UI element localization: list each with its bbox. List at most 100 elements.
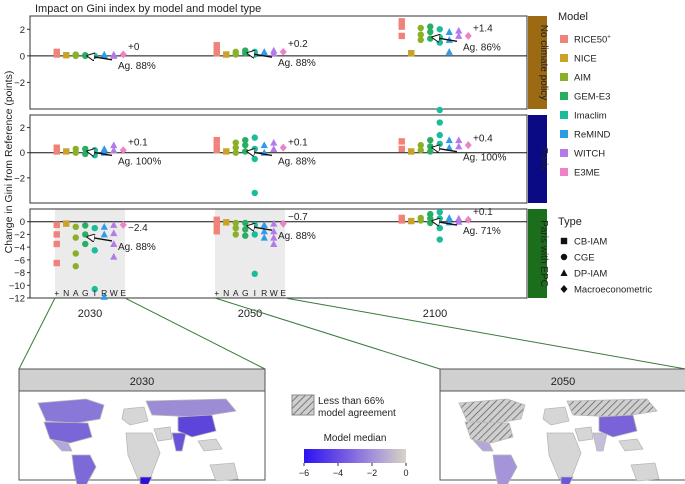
x-tick-label: 2100 bbox=[423, 308, 447, 320]
data-point bbox=[242, 50, 249, 57]
colorbar-tick-label: −4 bbox=[333, 468, 343, 478]
data-point bbox=[427, 23, 434, 30]
data-point bbox=[53, 231, 60, 238]
data-point bbox=[119, 220, 127, 229]
data-point bbox=[398, 138, 405, 145]
data-point bbox=[270, 240, 278, 247]
data-point bbox=[270, 138, 278, 146]
data-point bbox=[110, 252, 118, 260]
legend-swatch bbox=[560, 149, 568, 157]
data-point bbox=[408, 148, 415, 155]
data-point bbox=[417, 147, 424, 154]
data-point bbox=[251, 155, 258, 163]
data-point bbox=[445, 136, 453, 144]
map-region-canada bbox=[458, 398, 526, 424]
panel-0: −2 0 2 No climate policy +0 Ag. 88% +0.2 Ag. 88… bbox=[14, 15, 549, 110]
data-point bbox=[279, 219, 287, 228]
colorbar-title: Model median bbox=[324, 433, 387, 444]
data-point bbox=[72, 234, 79, 241]
y-axis-label: Change in Gini from Reference (points) bbox=[3, 71, 15, 254]
data-point bbox=[436, 106, 443, 114]
data-point bbox=[223, 51, 230, 58]
legend-swatch bbox=[560, 111, 568, 119]
data-point bbox=[72, 223, 79, 230]
legend-type-label: Macroeconometric bbox=[574, 285, 652, 296]
data-point bbox=[119, 50, 127, 59]
map-region-south-africa bbox=[139, 476, 153, 484]
median-label: +1.4 bbox=[473, 23, 493, 34]
agreement-label: Ag. 88% bbox=[118, 61, 156, 72]
model-letter: G bbox=[242, 288, 249, 298]
data-point bbox=[270, 49, 278, 57]
y-tick-label: −8 bbox=[14, 268, 25, 279]
map-2050: 2050 bbox=[439, 368, 685, 484]
data-point bbox=[242, 232, 249, 239]
legend-type-label: DP-IAM bbox=[574, 269, 607, 280]
data-point bbox=[251, 189, 258, 197]
colorbar-tick-label: −6 bbox=[299, 468, 309, 478]
model-letter: N bbox=[63, 288, 69, 298]
y-tick-label: −10 bbox=[9, 281, 25, 292]
model-letter: W bbox=[270, 288, 278, 298]
map-region-australia bbox=[630, 462, 660, 482]
map-region-canada bbox=[37, 398, 105, 424]
data-point bbox=[417, 31, 424, 38]
panel-frame bbox=[29, 15, 528, 110]
zoom-connectors bbox=[18, 297, 685, 370]
data-point bbox=[270, 233, 278, 241]
data-point bbox=[270, 219, 278, 227]
y-tick-label: −2 bbox=[14, 173, 25, 184]
data-point bbox=[436, 236, 443, 243]
map-region-china bbox=[177, 414, 217, 438]
data-point bbox=[100, 292, 108, 300]
y-tick-label: 0 bbox=[20, 148, 25, 159]
legend-shape bbox=[560, 253, 568, 261]
median-arrow bbox=[88, 151, 113, 155]
median-arrow bbox=[248, 151, 273, 155]
map-region-india bbox=[171, 432, 187, 452]
y-tick-label: 2 bbox=[20, 123, 25, 134]
data-point bbox=[72, 52, 79, 60]
median-arrow bbox=[248, 226, 273, 230]
data-point bbox=[260, 141, 268, 149]
data-point bbox=[417, 36, 424, 44]
model-letter: N bbox=[223, 288, 229, 298]
data-point bbox=[251, 270, 258, 278]
legend-superscript: + bbox=[607, 35, 611, 41]
data-point bbox=[82, 231, 89, 238]
data-point bbox=[445, 214, 453, 221]
map-legend: Less than 66% model agreement Model medi… bbox=[291, 394, 409, 478]
y-tick-label: −6 bbox=[14, 255, 25, 266]
data-point bbox=[427, 136, 434, 144]
y-tick-label: −2 bbox=[14, 230, 25, 241]
panel-strip bbox=[528, 16, 547, 109]
model-letter: R bbox=[101, 288, 107, 298]
data-point bbox=[436, 26, 443, 33]
agreement-label: Ag. 86% bbox=[463, 42, 501, 53]
data-point bbox=[427, 28, 434, 36]
agreement-label: Ag. 100% bbox=[118, 156, 161, 167]
map-region-se-asia bbox=[197, 438, 223, 452]
map-region-australia bbox=[209, 462, 239, 482]
legend-model-label: E3ME bbox=[574, 168, 600, 179]
data-point bbox=[260, 221, 268, 228]
legend-swatch bbox=[560, 130, 568, 138]
data-point bbox=[232, 231, 239, 238]
map-region-middle-east bbox=[153, 426, 173, 442]
data-point bbox=[455, 136, 463, 144]
data-point bbox=[110, 141, 118, 149]
data-point bbox=[72, 250, 79, 257]
data-point bbox=[455, 32, 463, 39]
panel-strip-label: Paris bbox=[538, 148, 549, 171]
data-point bbox=[251, 134, 258, 141]
colorbar-tick-label: 0 bbox=[403, 468, 408, 478]
panel-frame bbox=[29, 114, 528, 204]
data-point bbox=[119, 146, 127, 155]
data-point bbox=[242, 136, 249, 144]
data-point bbox=[270, 227, 278, 235]
x-tick-label: 2030 bbox=[78, 308, 102, 320]
model-letter: I bbox=[94, 288, 96, 298]
panel-strip-label: Paris with EPC bbox=[538, 220, 549, 287]
colorbar bbox=[304, 449, 406, 463]
median-arrow bbox=[248, 53, 273, 57]
